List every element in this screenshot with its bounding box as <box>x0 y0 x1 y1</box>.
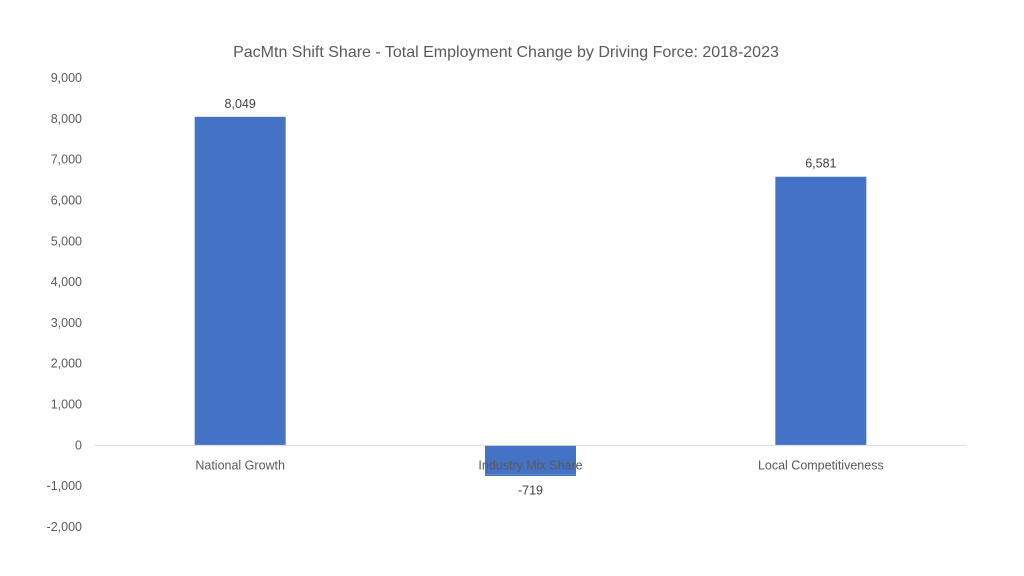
y-tick-label: 3,000 <box>51 316 82 330</box>
data-label: -719 <box>518 483 543 497</box>
y-axis-ticks: 9,000 8,000 7,000 6,000 5,000 4,000 3,000 2,000… <box>47 71 83 534</box>
category-labels: National Growth Industry Mix Share Local C… <box>195 458 884 476</box>
y-tick-label: 0 <box>75 438 82 452</box>
category-label: Local Competitiveness <box>758 458 884 472</box>
y-tick-label: -1,000 <box>47 479 82 493</box>
data-label: 8,049 <box>225 97 256 111</box>
y-tick-label: 7,000 <box>51 153 82 167</box>
y-tick-label: -2,000 <box>47 520 82 534</box>
bar <box>194 116 286 446</box>
category-label: National Growth <box>195 458 285 472</box>
y-tick-label: 6,000 <box>51 193 82 207</box>
category-label: Industry Mix Share <box>478 458 582 472</box>
y-tick-label: 2,000 <box>51 357 82 371</box>
bar <box>775 176 867 446</box>
data-label: 6,581 <box>805 157 836 171</box>
y-tick-label: 1,000 <box>51 398 82 412</box>
data-labels: 8,049 -719 6,581 <box>225 97 837 498</box>
y-tick-label: 9,000 <box>51 71 82 85</box>
y-tick-label: 4,000 <box>51 275 82 289</box>
bars <box>194 116 867 475</box>
y-tick-label: 5,000 <box>51 234 82 248</box>
y-tick-label: 8,000 <box>51 112 82 126</box>
chart-title: PacMtn Shift Share - Total Employment Ch… <box>233 44 779 61</box>
bar <box>485 445 576 475</box>
